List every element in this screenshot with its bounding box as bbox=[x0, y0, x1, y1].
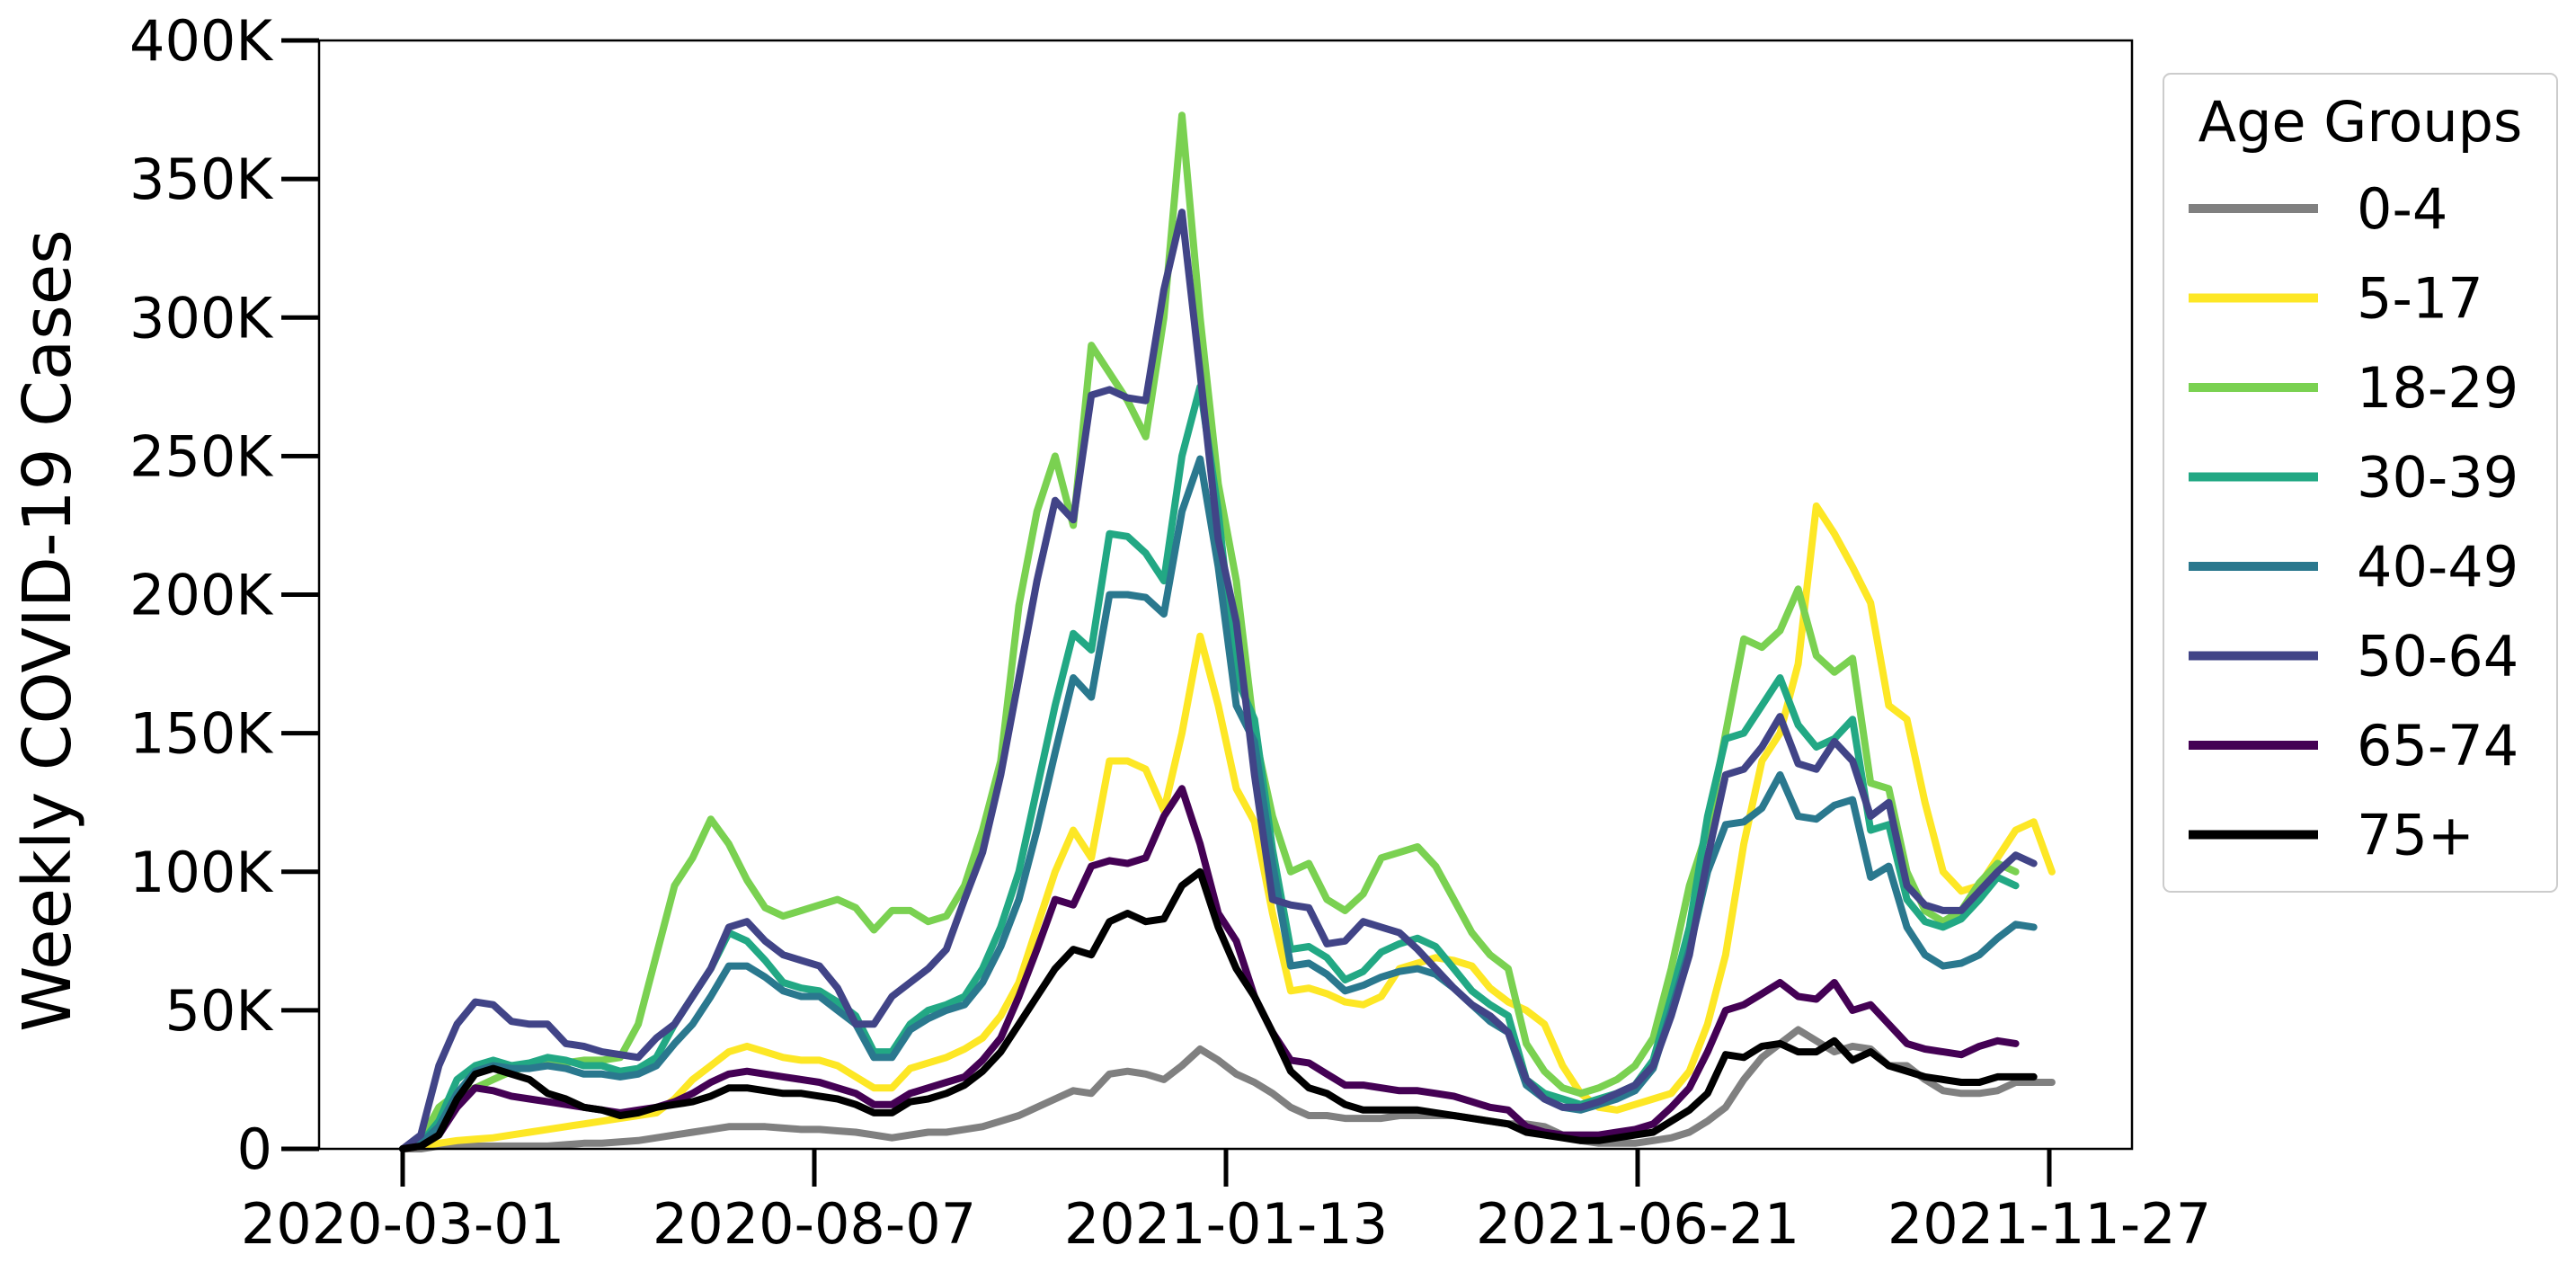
series-line-5-17 bbox=[399, 502, 2056, 1152]
series-line-75+ bbox=[399, 867, 2038, 1152]
x-axis: 2020-03-01 2020-08-07 2021-01-13 2021-06-21… bbox=[241, 1149, 2211, 1257]
legend-label: 5-17 bbox=[2357, 266, 2483, 332]
series-lines bbox=[399, 111, 2056, 1152]
legend-label: 75+ bbox=[2357, 803, 2474, 868]
x-tick-label: 2020-03-01 bbox=[241, 1191, 564, 1257]
series-line-50-64 bbox=[399, 209, 2038, 1152]
y-tick-label: 100K bbox=[129, 840, 273, 905]
series-line-40-49 bbox=[399, 455, 2038, 1152]
x-tick-label: 2021-01-13 bbox=[1064, 1191, 1388, 1257]
y-tick-label: 150K bbox=[129, 701, 273, 767]
y-tick-label: 50K bbox=[164, 978, 273, 1044]
y-tick-label: 200K bbox=[129, 563, 273, 628]
y-tick-label: 300K bbox=[129, 285, 273, 351]
series-line-18-29 bbox=[399, 111, 2020, 1152]
y-tick-label: 250K bbox=[129, 423, 273, 489]
y-tick-label: 400K bbox=[129, 8, 273, 74]
x-tick-label: 2021-06-21 bbox=[1476, 1191, 1799, 1257]
legend-label: 50-64 bbox=[2357, 624, 2518, 689]
legend-label: 18-29 bbox=[2357, 355, 2518, 421]
legend-title: Age Groups bbox=[2198, 89, 2523, 155]
y-axis: 0 50K 100K 150K 200K 250K 300K 350K 400K bbox=[129, 8, 319, 1182]
legend-box bbox=[2163, 73, 2558, 893]
series-line-65-74 bbox=[399, 785, 2020, 1152]
x-tick-label: 2020-08-07 bbox=[653, 1191, 976, 1257]
y-axis-title: Weekly COVID-19 Cases bbox=[9, 229, 86, 1032]
y-tick-label: 350K bbox=[129, 147, 273, 212]
x-tick-label: 2021-11-27 bbox=[1888, 1191, 2211, 1257]
y-tick-label: 0 bbox=[237, 1116, 272, 1182]
legend: Age Groups 0-4 5-17 18-29 30-39 40-49 50-64 65… bbox=[2163, 73, 2558, 893]
legend-items: 0-4 5-17 18-29 30-39 40-49 50-64 65-74 75+ bbox=[2189, 176, 2518, 868]
legend-label: 0-4 bbox=[2357, 176, 2447, 242]
legend-label: 40-49 bbox=[2357, 534, 2518, 600]
legend-label: 30-39 bbox=[2357, 445, 2518, 511]
legend-label: 65-74 bbox=[2357, 713, 2518, 778]
